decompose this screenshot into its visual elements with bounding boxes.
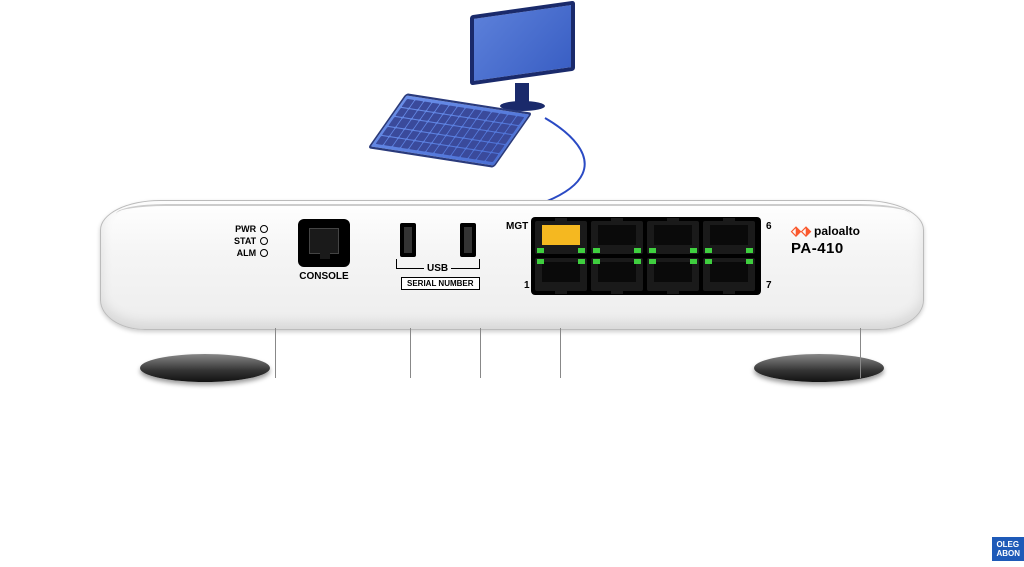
status-leds: PWR STAT ALM bbox=[234, 223, 268, 259]
usb-port-1 bbox=[400, 223, 416, 257]
callout-line bbox=[560, 328, 561, 378]
port-row-top bbox=[535, 221, 757, 254]
console-label: CONSOLE bbox=[296, 271, 352, 282]
led-alm-icon bbox=[260, 249, 268, 257]
ethernet-port bbox=[591, 221, 643, 254]
console-port bbox=[298, 219, 350, 267]
brand-block: ⬗⬗ paloalto PA-410 bbox=[791, 223, 860, 257]
callout-line bbox=[480, 328, 481, 378]
ethernet-port-block bbox=[531, 217, 761, 295]
paloalto-logo-icon: ⬗⬗ bbox=[791, 223, 811, 239]
ethernet-port bbox=[535, 221, 587, 254]
led-alm-label: ALM bbox=[237, 247, 257, 259]
ethernet-port bbox=[647, 258, 699, 291]
device-chassis: PWR STAT ALM CONSOLE USB SERIAL NUMBER M… bbox=[100, 200, 924, 330]
ethernet-port bbox=[703, 221, 755, 254]
ethernet-port bbox=[703, 258, 755, 291]
callout-line bbox=[275, 328, 276, 378]
serial-number-label: SERIAL NUMBER bbox=[401, 277, 480, 290]
model-number: PA-410 bbox=[791, 240, 860, 257]
led-pwr-icon bbox=[260, 225, 268, 233]
ethernet-port bbox=[591, 258, 643, 291]
port-number-6: 6 bbox=[766, 221, 772, 232]
mgt-label: MGT bbox=[506, 221, 528, 232]
led-pwr-label: PWR bbox=[235, 223, 256, 235]
callout-line bbox=[410, 328, 411, 378]
device-front-panel: PWR STAT ALM CONSOLE USB SERIAL NUMBER M… bbox=[206, 215, 896, 310]
port-row-bottom bbox=[535, 258, 757, 291]
port-number-7: 7 bbox=[766, 280, 772, 291]
led-stat-icon bbox=[260, 237, 268, 245]
watermark: OLEG ABON bbox=[992, 537, 1024, 561]
port-number-1: 1 bbox=[524, 280, 530, 291]
watermark-line2: ABON bbox=[996, 549, 1020, 558]
brand-name: paloalto bbox=[814, 224, 860, 238]
ethernet-port bbox=[647, 221, 699, 254]
device-foot-left bbox=[140, 354, 270, 382]
usb-port-2 bbox=[460, 223, 476, 257]
ethernet-port bbox=[535, 258, 587, 291]
computer-illustration bbox=[410, 8, 610, 178]
device-foot-right bbox=[754, 354, 884, 382]
usb-label: USB bbox=[424, 263, 451, 274]
callout-line bbox=[860, 328, 861, 378]
monitor-icon bbox=[470, 8, 590, 98]
led-stat-label: STAT bbox=[234, 235, 256, 247]
firewall-device: PWR STAT ALM CONSOLE USB SERIAL NUMBER M… bbox=[100, 200, 924, 370]
watermark-line1: OLEG bbox=[996, 540, 1020, 549]
